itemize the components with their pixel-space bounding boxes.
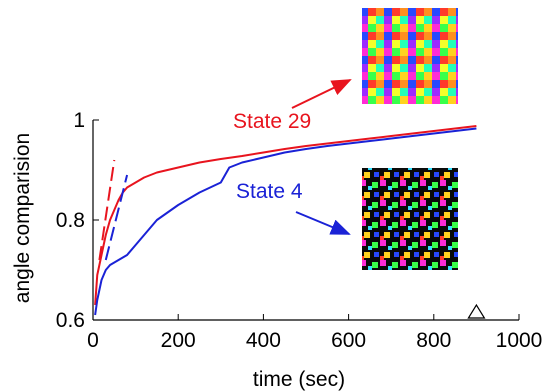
y-tick-label: 0.6 [56,309,85,332]
series-line-state-4 [94,127,477,316]
annotation-state-4: State 4 [236,180,303,203]
axes: 0 200 400 600 800 1000 0.6 0.8 1 [56,109,543,352]
x-tick-label: 600 [331,329,366,352]
x-tick-label: 200 [161,329,196,352]
state-4-arrow [295,211,351,235]
fit-line-state-29 [98,159,116,261]
x-axis-label: time (sec) [253,368,345,391]
fit-line-state-4 [104,174,129,261]
triangle-marker [467,303,486,319]
annotation-state-29: State 29 [233,110,311,133]
x-tick-label: 800 [416,329,451,352]
state-4-image [362,168,458,270]
y-tick-label: 1 [73,109,85,132]
y-tick-label: 0.8 [56,209,85,232]
series-line-state-29 [94,125,477,306]
series-layer [94,125,486,319]
y-axis-label: angle comparision [11,133,34,303]
state-29-arrow [291,79,352,109]
state-29-image [362,8,458,104]
x-tick-label: 1000 [496,329,543,352]
x-tick-label: 400 [246,329,281,352]
x-tick-label: 0 [87,329,99,352]
